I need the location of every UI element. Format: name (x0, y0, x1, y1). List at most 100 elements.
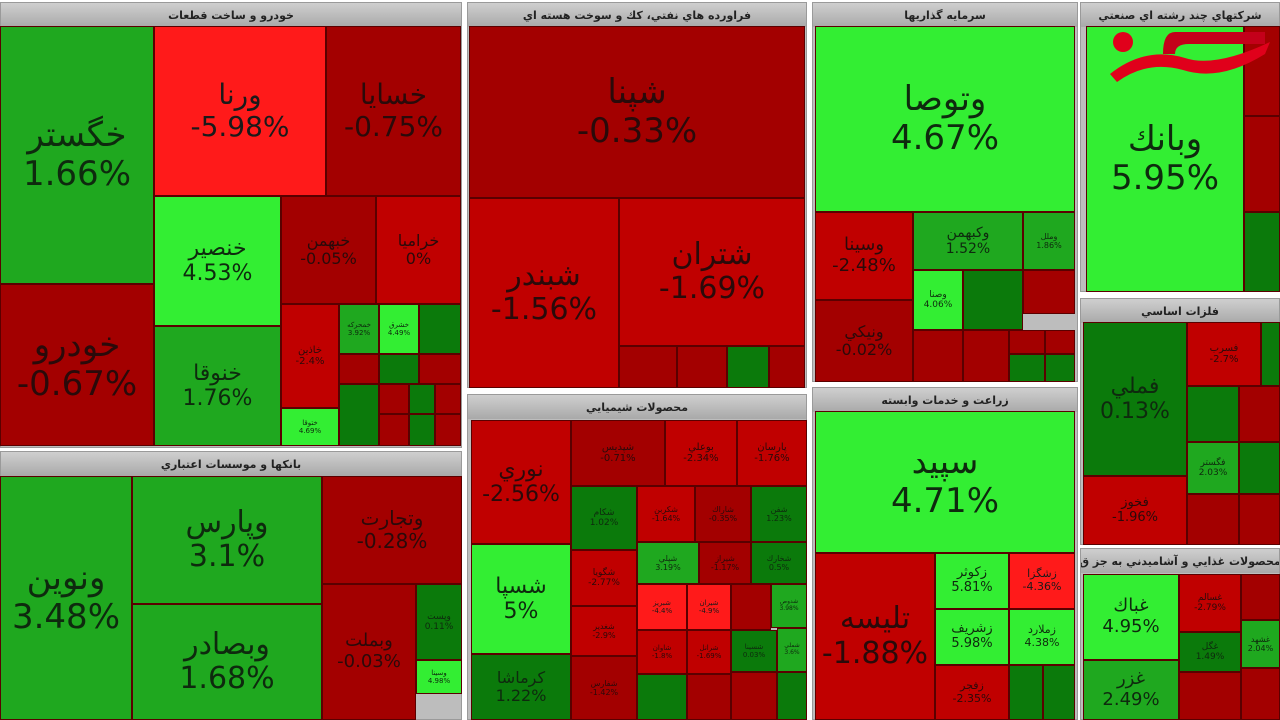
stock-tile[interactable]: خسايا -0.75% (326, 26, 461, 196)
stock-tile[interactable]: شفارس -1.42% (571, 656, 637, 720)
stock-tile[interactable]: ونوين 3.48% (0, 476, 132, 720)
stock-tile[interactable]: بوعلي -2.34% (665, 420, 737, 486)
stock-tile[interactable]: پارسان -1.76% (737, 420, 807, 486)
small-stock-tile[interactable] (1261, 322, 1280, 386)
stock-tile[interactable]: زكوثر 5.81% (935, 553, 1009, 609)
stock-tile[interactable]: شپديس -0.71% (571, 420, 665, 486)
stock-tile[interactable]: وملل 1.86% (1023, 212, 1075, 270)
small-stock-tile[interactable] (1241, 574, 1280, 620)
stock-tile[interactable]: شبريز -4.4% (637, 584, 687, 630)
stock-tile[interactable]: غشهد 2.04% (1241, 620, 1280, 668)
small-stock-tile[interactable] (1239, 494, 1280, 545)
stock-tile[interactable]: ورنا -5.98% (154, 26, 326, 196)
small-stock-tile[interactable] (435, 384, 461, 414)
stock-tile[interactable]: شيراز -1.17% (699, 542, 751, 584)
stock-tile[interactable]: شاوان -1.8% (637, 630, 687, 674)
small-stock-tile[interactable] (1045, 330, 1075, 354)
stock-tile[interactable]: نوري -2.56% (471, 420, 571, 544)
stock-tile[interactable]: وبصادر 1.68% (132, 604, 322, 720)
stock-tile[interactable]: خبهمن -0.05% (281, 196, 376, 304)
small-stock-tile[interactable] (409, 384, 435, 414)
stock-tile[interactable]: شكام 1.02% (571, 486, 637, 550)
small-stock-tile[interactable] (731, 672, 777, 720)
stock-tile[interactable]: غباك 4.95% (1083, 574, 1179, 660)
small-stock-tile[interactable] (1179, 672, 1241, 720)
stock-tile[interactable]: فگستر 2.03% (1187, 442, 1239, 494)
stock-tile[interactable]: سپيد 4.71% (815, 411, 1075, 553)
small-stock-tile[interactable] (1244, 212, 1280, 292)
stock-tile[interactable]: شكربن -1.64% (637, 486, 695, 542)
stock-tile[interactable]: خگستر 1.66% (0, 26, 154, 284)
stock-tile[interactable]: فملي 0.13% (1083, 322, 1187, 476)
stock-tile[interactable]: وبملت -0.03% (322, 584, 416, 720)
small-stock-tile[interactable] (379, 354, 419, 384)
stock-tile[interactable]: شخارك 0.5% (751, 542, 807, 584)
stock-tile[interactable]: خمحرکه 3.92% (339, 304, 379, 354)
stock-tile[interactable]: شپنا -0.33% (469, 26, 805, 198)
stock-tile[interactable]: خودرو -0.67% (0, 284, 154, 446)
stock-tile[interactable]: شيران -4.9% (687, 584, 731, 630)
stock-tile[interactable]: خنصير 4.53% (154, 196, 281, 326)
small-stock-tile[interactable] (1009, 354, 1045, 382)
stock-tile[interactable]: وصنا 4.06% (913, 270, 963, 330)
small-stock-tile[interactable] (1045, 354, 1075, 382)
stock-tile[interactable]: زفجر -2.35% (935, 665, 1009, 720)
small-stock-tile[interactable] (435, 414, 461, 446)
stock-tile[interactable]: خراميا 0% (376, 196, 461, 304)
stock-tile[interactable]: ونيكي -0.02% (815, 300, 913, 382)
small-stock-tile[interactable] (1009, 665, 1043, 720)
stock-tile[interactable]: شتران -1.69% (619, 198, 805, 346)
stock-tile[interactable]: فخوز -1.96% (1083, 476, 1187, 545)
small-stock-tile[interactable] (1187, 494, 1239, 545)
stock-tile[interactable]: شغدير -2.9% (571, 606, 637, 656)
stock-tile[interactable]: شبندر -1.56% (469, 198, 619, 388)
stock-tile[interactable]: تليسه -1.88% (815, 553, 935, 720)
stock-tile[interactable]: وتوصا 4.67% (815, 26, 1075, 212)
small-stock-tile[interactable] (727, 346, 769, 388)
stock-tile[interactable]: شپلي 3.19% (637, 542, 699, 584)
small-stock-tile[interactable] (619, 346, 677, 388)
small-stock-tile[interactable] (339, 384, 379, 446)
stock-tile[interactable]: وكبهمن 1.52% (913, 212, 1023, 270)
small-stock-tile[interactable] (1239, 386, 1280, 442)
small-stock-tile[interactable] (1244, 116, 1280, 212)
small-stock-tile[interactable] (769, 346, 805, 388)
small-stock-tile[interactable] (1023, 270, 1075, 314)
stock-tile[interactable]: خنوقا 1.76% (154, 326, 281, 446)
small-stock-tile[interactable] (637, 674, 687, 720)
stock-tile[interactable]: غگل 1.49% (1179, 632, 1241, 672)
small-stock-tile[interactable] (777, 672, 807, 720)
stock-tile[interactable]: فسرب -2.7% (1187, 322, 1261, 386)
stock-tile[interactable]: وسينا 4.98% (416, 660, 462, 694)
stock-tile[interactable]: شدوص 3.98% (771, 584, 807, 628)
stock-tile[interactable]: وتجارت -0.28% (322, 476, 462, 584)
small-stock-tile[interactable] (1239, 442, 1280, 494)
small-stock-tile[interactable] (677, 346, 727, 388)
stock-tile[interactable]: زملارد 4.38% (1009, 609, 1075, 665)
small-stock-tile[interactable] (1009, 330, 1045, 354)
stock-tile[interactable]: وپست 0.11% (416, 584, 462, 660)
small-stock-tile[interactable] (913, 330, 963, 382)
stock-tile[interactable]: ختوقا 4.69% (281, 408, 339, 446)
small-stock-tile[interactable] (1043, 665, 1075, 720)
small-stock-tile[interactable] (731, 584, 771, 630)
small-stock-tile[interactable] (379, 414, 409, 446)
small-stock-tile[interactable] (1187, 386, 1239, 442)
stock-tile[interactable]: شسپا 5% (471, 544, 571, 654)
stock-tile[interactable]: وسينا -2.48% (815, 212, 913, 300)
small-stock-tile[interactable] (419, 304, 461, 354)
small-stock-tile[interactable] (1241, 668, 1280, 720)
stock-tile[interactable]: كرماشا 1.22% (471, 654, 571, 720)
stock-tile[interactable]: شفن 1.23% (751, 486, 807, 542)
stock-tile[interactable]: وپارس 3.1% (132, 476, 322, 604)
stock-tile[interactable]: خاذين -2.4% (281, 304, 339, 408)
small-stock-tile[interactable] (419, 354, 461, 384)
stock-tile[interactable]: زشريف 5.98% (935, 609, 1009, 665)
stock-tile[interactable]: غزر 2.49% (1083, 660, 1179, 720)
small-stock-tile[interactable] (409, 414, 435, 446)
stock-tile[interactable]: شگويا -2.77% (571, 550, 637, 606)
stock-tile[interactable]: شاراك -0.35% (695, 486, 751, 542)
stock-tile[interactable]: خشرق 4.49% (379, 304, 419, 354)
small-stock-tile[interactable] (963, 270, 1023, 330)
stock-tile[interactable]: غسالم -2.79% (1179, 574, 1241, 632)
